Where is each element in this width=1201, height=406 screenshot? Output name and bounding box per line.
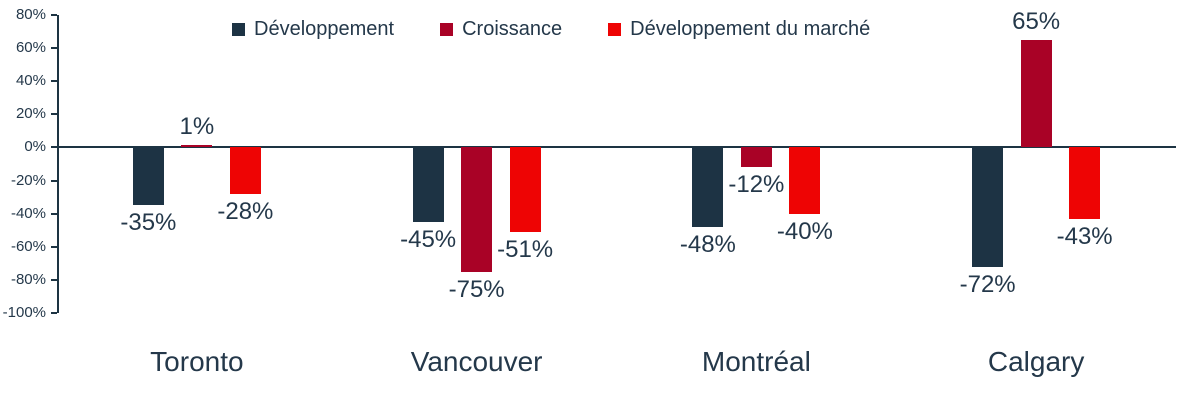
y-tick-mark: [51, 245, 57, 248]
legend-swatch-developpement-du-marche: [608, 23, 622, 36]
y-tick-mark: [51, 212, 57, 215]
y-tick-label: 20%: [15, 105, 46, 123]
y-tick-label: 80%: [15, 6, 46, 23]
legend-swatch-developpement: [232, 23, 245, 36]
bar-value-label: -48%: [679, 230, 736, 258]
bar-Développement du marché-Montréal: [789, 147, 821, 214]
bar-value-label: -35%: [120, 209, 177, 237]
bar-Croissance-Toronto: [181, 145, 213, 148]
bar-value-label: -40%: [776, 217, 833, 245]
legend-label-croissance: Croissance: [462, 18, 563, 40]
bar-value-label: -43%: [1056, 222, 1113, 250]
legend-label-developpement-du-marche: Développement du marché: [630, 18, 871, 40]
bar-Développement-Toronto: [132, 147, 164, 206]
bar-value-label: -12%: [728, 171, 785, 199]
y-tick-mark: [51, 312, 57, 314]
y-tick-mark: [51, 14, 57, 16]
bar-Développement du marché-Vancouver: [509, 147, 541, 232]
y-tick-mark: [51, 179, 57, 182]
y-tick-mark: [51, 278, 57, 281]
bar-value-label: -28%: [217, 197, 274, 225]
x-label-Montréal: Montréal: [701, 346, 811, 377]
bar-value-label: -51%: [497, 235, 554, 263]
legend-item-developpement-du-marche: Développement du marché: [608, 18, 870, 41]
legend-item-croissance: Croissance: [440, 18, 562, 41]
bar-value-label: 1%: [179, 113, 215, 141]
y-tick-label: -40%: [10, 204, 46, 222]
bar-value-label: 65%: [1012, 7, 1061, 35]
bar-Développement du marché-Toronto: [229, 147, 261, 194]
bar-Croissance-Vancouver: [461, 147, 493, 272]
bar-value-label: -45%: [400, 225, 457, 253]
y-axis-line: [57, 15, 59, 313]
bar-Développement du marché-Calgary: [1069, 147, 1101, 219]
bar-Développement-Vancouver: [412, 147, 444, 222]
legend-item-developpement: Développement: [232, 18, 394, 41]
legend-label-developpement: Développement: [254, 18, 395, 40]
zero-baseline: [57, 146, 1176, 149]
y-tick-mark: [51, 80, 57, 83]
x-label-Calgary: Calgary: [987, 346, 1085, 377]
x-label-Vancouver: Vancouver: [410, 346, 543, 377]
y-tick-label: -60%: [10, 237, 46, 255]
legend: Développement Croissance Développement d…: [232, 18, 870, 41]
y-tick-label: 40%: [15, 72, 46, 90]
legend-swatch-croissance: [440, 23, 454, 36]
bar-Croissance-Montréal: [740, 147, 772, 168]
bar-Développement-Montréal: [692, 147, 724, 227]
y-tick-label: 60%: [15, 39, 46, 57]
bar-Développement-Calgary: [972, 147, 1004, 267]
y-tick-label: -20%: [10, 171, 46, 189]
y-tick-mark: [51, 47, 57, 50]
x-label-Toronto: Toronto: [150, 346, 244, 377]
y-tick-label: -80%: [10, 270, 46, 288]
bar-value-label: -75%: [448, 275, 505, 303]
y-tick-label: 0%: [24, 138, 46, 156]
bar-Croissance-Calgary: [1020, 39, 1052, 148]
bar-value-label: -72%: [959, 270, 1016, 298]
y-tick-mark: [51, 113, 57, 116]
y-tick-label: -100%: [2, 304, 46, 321]
y-tick-mark: [51, 146, 57, 149]
